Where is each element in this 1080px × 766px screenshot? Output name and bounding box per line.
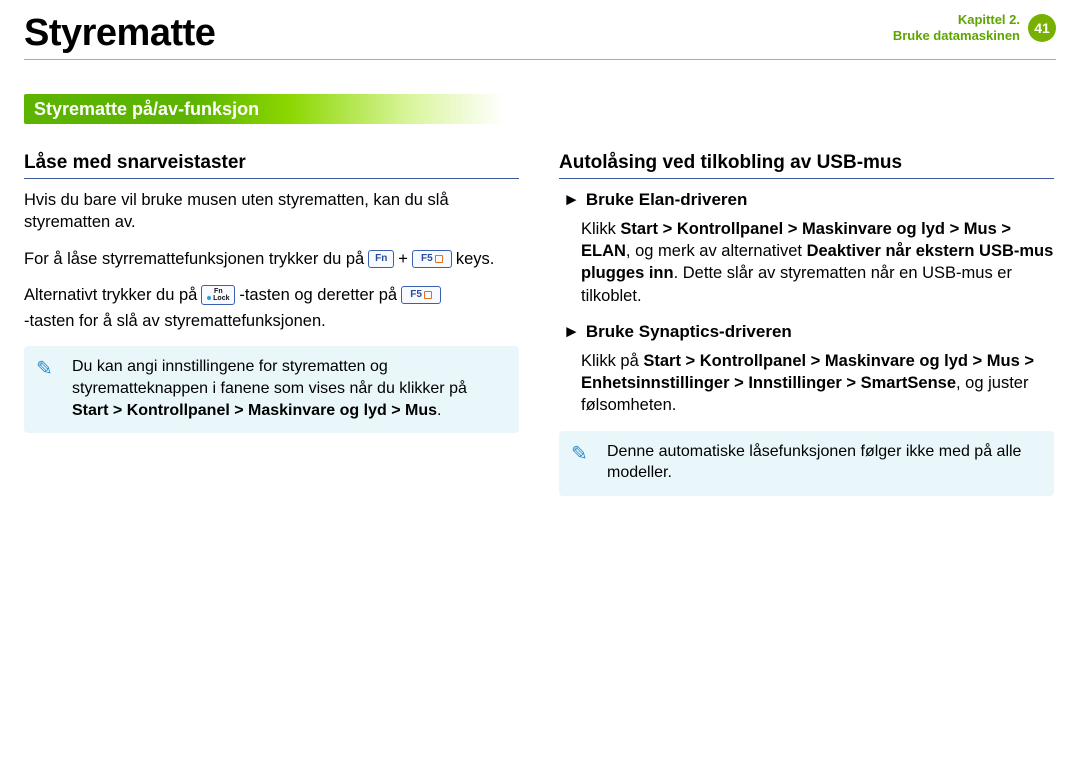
header-right: Kapittel 2. Bruke datamaskinen 41 (893, 12, 1056, 45)
content-columns: Låse med snarveistaster Hvis du bare vil… (24, 152, 1056, 496)
chapter-line-2: Bruke datamaskinen (893, 28, 1020, 44)
note-icon: ✎ (36, 356, 53, 383)
left-p2-text-a: For å låse styrremattefunksjonen trykker… (24, 248, 364, 270)
key-f5-label: F5 (421, 254, 433, 264)
left-note-b: Start > Kontrollpanel > Maskinvare og ly… (72, 402, 437, 419)
left-body: Hvis du bare vil bruke musen uten styrem… (24, 189, 519, 433)
key-fnlock-top: Fn (214, 288, 223, 295)
left-p2: For å låse styrremattefunksjonen trykker… (24, 248, 519, 270)
key-f5: F5 (412, 250, 452, 268)
touchpad-icon-2 (424, 291, 432, 299)
page-title: Styrematte (24, 12, 215, 55)
left-heading-rule (24, 178, 519, 179)
key-fnlock-bot: Lock (207, 295, 229, 302)
chapter-line-1: Kapittel 2. (893, 12, 1020, 28)
key-f5-label-2: F5 (410, 290, 422, 300)
right-note-text: Denne automatiske låsefunksjonen følger … (607, 443, 1021, 482)
section-heading-bar: Styrematte på/av-funksjon (24, 94, 504, 124)
right-sub2: ► Bruke Synaptics-driveren (563, 321, 1054, 344)
page-header: Styrematte Kapittel 2. Bruke datamaskine… (24, 12, 1056, 55)
left-column: Låse med snarveistaster Hvis du bare vil… (24, 152, 519, 496)
triangle-icon-1: ► (563, 189, 580, 212)
r-s1-a: Klikk (581, 220, 620, 238)
right-note: ✎ Denne automatiske låsefunksjonen følge… (559, 431, 1054, 496)
left-p1: Hvis du bare vil bruke musen uten styrem… (24, 189, 519, 234)
right-sub2-body: Klikk på Start > Kontrollpanel > Maskinv… (581, 350, 1054, 417)
right-sub1-body: Klikk Start > Kontrollpanel > Maskinvare… (581, 218, 1054, 307)
chapter-label: Kapittel 2. Bruke datamaskinen (893, 12, 1020, 45)
r-s2-a: Klikk på (581, 352, 643, 370)
left-heading: Låse med snarveistaster (24, 152, 519, 174)
left-note: ✎ Du kan angi innstillingene for styrema… (24, 346, 519, 433)
left-note-c: . (437, 402, 441, 419)
right-sub2-label: Bruke Synaptics-driveren (586, 322, 792, 341)
right-sub1: ► Bruke Elan-driveren (563, 189, 1054, 212)
right-body: ► Bruke Elan-driveren Klikk Start > Kontr… (559, 189, 1054, 496)
header-rule (24, 59, 1056, 60)
document-page: Styrematte Kapittel 2. Bruke datamaskine… (0, 0, 1080, 766)
right-sub1-label: Bruke Elan-driveren (586, 190, 748, 209)
note-icon-2: ✎ (571, 441, 588, 468)
key-fnlock: Fn Lock (201, 285, 235, 305)
right-heading: Autolåsing ved tilkobling av USB-mus (559, 152, 1054, 174)
right-column: Autolåsing ved tilkobling av USB-mus ► Br… (559, 152, 1054, 496)
key-f5-2: F5 (401, 286, 441, 304)
lock-led-icon (207, 296, 211, 300)
page-number-badge: 41 (1028, 14, 1056, 42)
left-p3-c: -tasten for å slå av styremattefunksjone… (24, 310, 326, 332)
triangle-icon-2: ► (563, 321, 580, 344)
left-p3-a: Alternativt trykker du på (24, 284, 197, 306)
left-p2-text-b: keys. (456, 248, 495, 270)
r-s1-c: , og merk av alternativet (626, 242, 807, 260)
plus-sign: + (398, 248, 408, 270)
left-note-a: Du kan angi innstillingene for styrematt… (72, 358, 467, 397)
left-p3: Alternativt trykker du på Fn Lock -taste… (24, 284, 519, 333)
key-fn: Fn (368, 250, 394, 268)
touchpad-icon (435, 255, 443, 263)
left-p3-b: -tasten og deretter på (239, 284, 397, 306)
right-heading-rule (559, 178, 1054, 179)
